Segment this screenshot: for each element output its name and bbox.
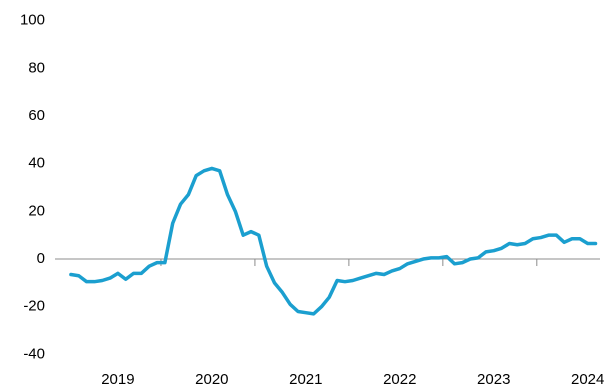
y-tick-label: 80 (28, 59, 45, 76)
y-tick-label: 0 (37, 250, 45, 267)
y-tick-label: 20 (28, 202, 45, 219)
y-tick-label: -20 (23, 298, 45, 315)
x-tick-label: 2020 (195, 371, 228, 387)
x-tick-label: 2021 (289, 371, 322, 387)
series-line (69, 166, 598, 316)
x-tick-label: 2024 (571, 371, 604, 387)
y-tick-label: -40 (23, 345, 45, 362)
y-tick-label: 100 (20, 12, 45, 29)
y-tick-label: 40 (28, 155, 45, 172)
x-tick-label: 2019 (101, 371, 134, 387)
y-tick-label: 60 (28, 107, 45, 124)
x-tick-label: 2022 (383, 371, 416, 387)
x-tick-label: 2023 (477, 371, 510, 387)
